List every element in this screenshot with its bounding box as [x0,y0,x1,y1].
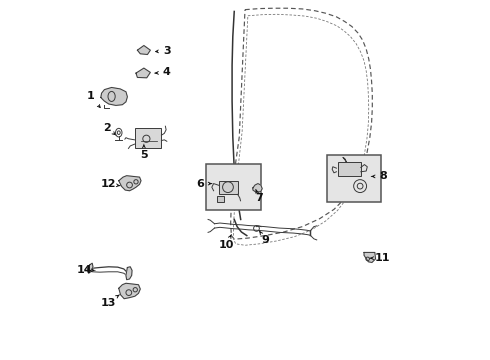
Polygon shape [364,252,375,262]
Bar [219,181,238,194]
Bar [135,128,161,148]
Text: 3: 3 [157,46,171,56]
Polygon shape [87,263,93,273]
Text: 6: 6 [196,179,212,189]
Text: 13: 13 [100,295,120,308]
Polygon shape [101,87,127,105]
Bar [205,164,261,211]
Bar [217,196,224,202]
Text: 1: 1 [86,91,99,106]
Polygon shape [253,184,262,193]
Text: 4: 4 [155,67,171,77]
Polygon shape [119,176,141,191]
Text: 14: 14 [76,265,95,275]
Bar [338,162,361,176]
Polygon shape [136,68,150,78]
Text: 10: 10 [219,234,234,249]
Text: 5: 5 [140,144,147,160]
Text: 9: 9 [259,231,270,245]
Text: 7: 7 [255,189,263,203]
Text: 2: 2 [103,123,116,135]
Text: 12: 12 [100,179,120,189]
Text: 11: 11 [370,253,390,263]
Text: 8: 8 [371,171,387,181]
Polygon shape [137,45,150,54]
Polygon shape [119,283,140,299]
Bar [327,155,381,202]
Polygon shape [126,267,132,280]
